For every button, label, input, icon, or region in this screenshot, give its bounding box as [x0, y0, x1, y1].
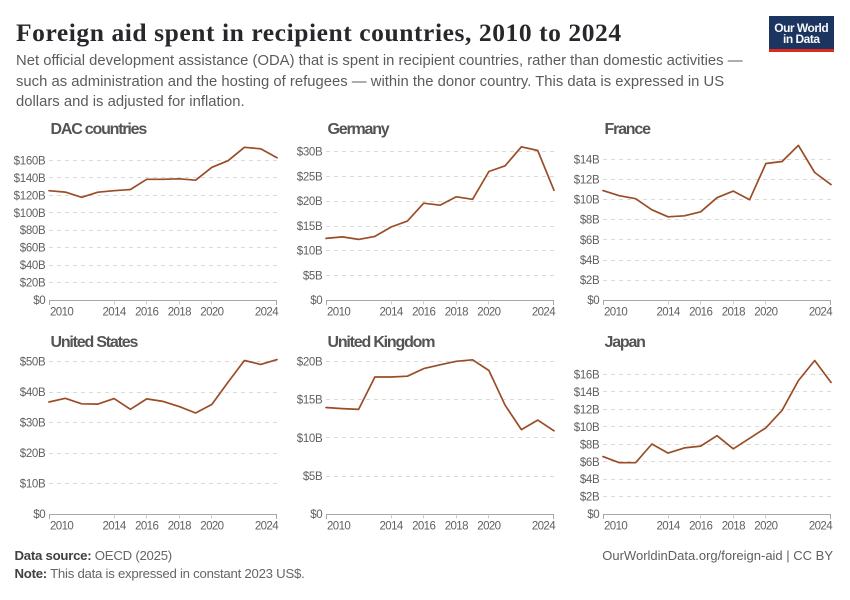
- svg-text:$10B: $10B: [574, 195, 600, 207]
- svg-text:$15B: $15B: [297, 395, 323, 407]
- svg-text:2016: 2016: [412, 307, 435, 319]
- svg-text:2014: 2014: [103, 307, 127, 319]
- svg-text:2024: 2024: [809, 307, 833, 319]
- svg-text:2014: 2014: [380, 307, 404, 319]
- svg-text:$14B: $14B: [574, 154, 600, 166]
- svg-text:2010: 2010: [604, 521, 627, 533]
- svg-text:$14B: $14B: [574, 387, 600, 399]
- svg-text:$4B: $4B: [580, 474, 600, 486]
- svg-text:2018: 2018: [168, 307, 191, 319]
- svg-text:2016: 2016: [689, 307, 712, 319]
- svg-text:2014: 2014: [657, 521, 681, 533]
- svg-text:$15B: $15B: [297, 221, 323, 233]
- svg-text:$100B: $100B: [14, 208, 46, 220]
- svg-text:2018: 2018: [722, 521, 745, 533]
- svg-text:2010: 2010: [327, 307, 350, 319]
- svg-text:2020: 2020: [200, 307, 223, 319]
- svg-text:2014: 2014: [103, 521, 127, 533]
- svg-text:France: France: [605, 121, 652, 138]
- svg-text:2020: 2020: [477, 521, 500, 533]
- svg-text:$2B: $2B: [580, 275, 600, 287]
- svg-text:2018: 2018: [168, 521, 191, 533]
- svg-text:2018: 2018: [722, 307, 745, 319]
- svg-text:$6B: $6B: [580, 457, 600, 469]
- svg-text:$0: $0: [587, 295, 599, 307]
- svg-text:2014: 2014: [380, 521, 404, 533]
- svg-text:$10B: $10B: [297, 433, 323, 445]
- svg-text:2010: 2010: [604, 307, 627, 319]
- svg-text:2020: 2020: [477, 307, 500, 319]
- svg-text:$50B: $50B: [20, 357, 46, 369]
- svg-text:$20B: $20B: [297, 196, 323, 208]
- svg-text:$30B: $30B: [20, 418, 46, 430]
- svg-text:2016: 2016: [135, 521, 158, 533]
- svg-text:$5B: $5B: [303, 270, 323, 282]
- svg-text:$12B: $12B: [574, 175, 600, 187]
- svg-text:$10B: $10B: [297, 246, 323, 258]
- svg-text:$10B: $10B: [574, 422, 600, 434]
- svg-text:$12B: $12B: [574, 404, 600, 416]
- svg-text:2024: 2024: [809, 521, 833, 533]
- svg-text:2024: 2024: [532, 307, 556, 319]
- svg-text:2024: 2024: [532, 521, 556, 533]
- svg-text:$6B: $6B: [580, 235, 600, 247]
- svg-text:$40B: $40B: [20, 387, 46, 399]
- svg-text:2020: 2020: [200, 521, 223, 533]
- svg-text:2010: 2010: [50, 307, 73, 319]
- svg-text:2016: 2016: [689, 521, 712, 533]
- svg-text:$160B: $160B: [14, 155, 46, 167]
- svg-text:2014: 2014: [657, 307, 681, 319]
- svg-text:$60B: $60B: [20, 243, 46, 255]
- svg-text:Japan: Japan: [605, 334, 646, 351]
- svg-text:$8B: $8B: [580, 439, 600, 451]
- svg-text:2016: 2016: [135, 307, 158, 319]
- svg-text:United States: United States: [51, 334, 139, 351]
- svg-text:$0: $0: [310, 295, 322, 307]
- svg-text:$30B: $30B: [297, 147, 323, 159]
- svg-text:$25B: $25B: [297, 171, 323, 183]
- svg-text:$20B: $20B: [20, 278, 46, 290]
- svg-text:$2B: $2B: [580, 492, 600, 504]
- svg-text:$0: $0: [33, 509, 45, 521]
- svg-text:$4B: $4B: [580, 255, 600, 267]
- svg-text:$120B: $120B: [14, 190, 46, 202]
- svg-text:$8B: $8B: [580, 215, 600, 227]
- svg-text:DAC countries: DAC countries: [51, 121, 148, 138]
- svg-text:2018: 2018: [445, 521, 468, 533]
- svg-text:2024: 2024: [255, 307, 279, 319]
- svg-text:2020: 2020: [754, 521, 777, 533]
- svg-text:$140B: $140B: [14, 173, 46, 185]
- svg-text:2020: 2020: [754, 307, 777, 319]
- svg-text:$40B: $40B: [20, 260, 46, 272]
- svg-text:United Kingdom: United Kingdom: [328, 334, 436, 351]
- svg-text:2018: 2018: [445, 307, 468, 319]
- svg-text:$16B: $16B: [574, 369, 600, 381]
- svg-text:2024: 2024: [255, 521, 279, 533]
- svg-text:Germany: Germany: [328, 121, 390, 138]
- svg-text:2010: 2010: [327, 521, 350, 533]
- svg-text:$80B: $80B: [20, 225, 46, 237]
- svg-text:2010: 2010: [50, 521, 73, 533]
- svg-text:2016: 2016: [412, 521, 435, 533]
- svg-text:$0: $0: [587, 509, 599, 521]
- svg-text:$5B: $5B: [303, 471, 323, 483]
- svg-text:$20B: $20B: [20, 448, 46, 460]
- svg-text:$20B: $20B: [297, 357, 323, 369]
- svg-text:$0: $0: [33, 295, 45, 307]
- svg-text:$10B: $10B: [20, 479, 46, 491]
- svg-text:$0: $0: [310, 509, 322, 521]
